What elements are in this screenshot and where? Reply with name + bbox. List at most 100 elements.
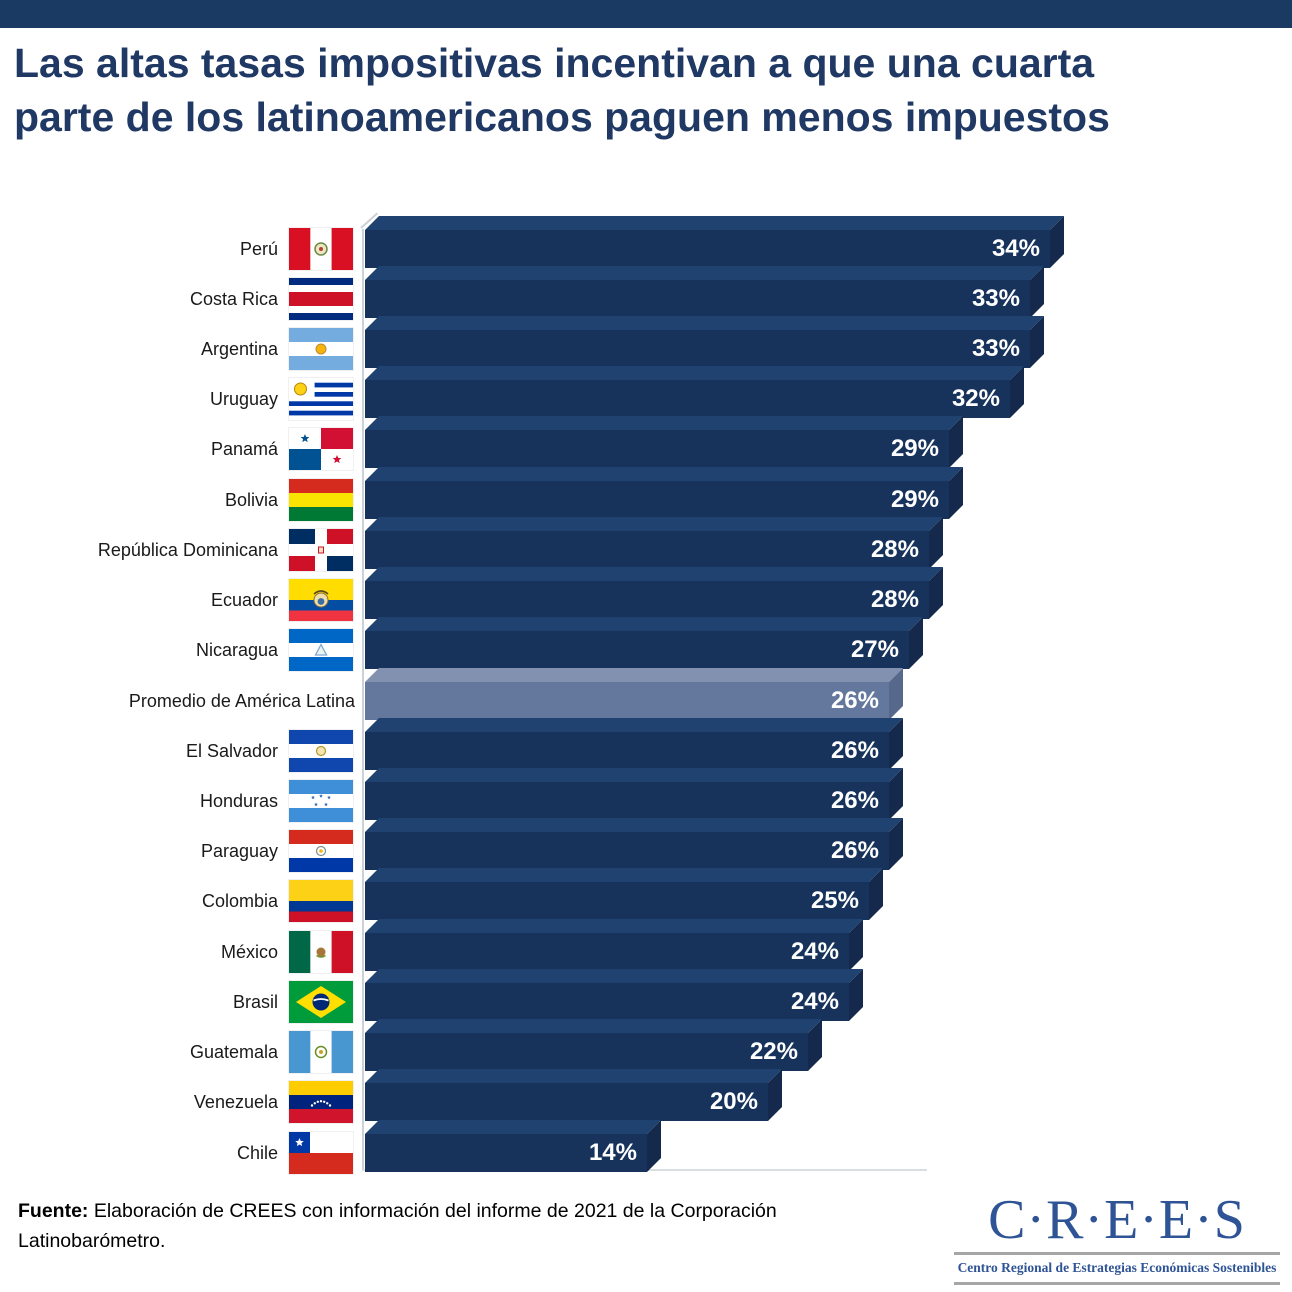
bar-value-label: 26% <box>830 736 879 764</box>
bar-value-label: 24% <box>790 987 839 1015</box>
country-label: Bolivia <box>224 489 278 510</box>
source-text: Elaboración de CREES con información del… <box>18 1200 777 1253</box>
source-note: Fuente: Elaboración de CREES con informa… <box>18 1196 828 1256</box>
page-title: Las altas tasas impositivas incentivan a… <box>14 40 1110 141</box>
flag-panama-graphic <box>289 428 353 471</box>
flag-colombia-graphic <box>289 880 353 923</box>
bar-value-label: 28% <box>870 535 919 563</box>
bar-shape <box>365 617 923 670</box>
country-label: Honduras <box>199 791 278 812</box>
bar-shape <box>365 1019 822 1072</box>
flag-guatemala-icon <box>289 1031 353 1074</box>
bar: 26% <box>365 667 903 721</box>
flag-el-salvador-icon <box>289 729 353 772</box>
bar: 25% <box>365 868 883 921</box>
country-label: Ecuador <box>210 590 278 611</box>
chart-row: Nicaragua 27% <box>0 617 1292 672</box>
bar: 20% <box>365 1069 782 1122</box>
bar-value-label: 22% <box>749 1038 798 1066</box>
flag-brasil-icon <box>289 980 353 1023</box>
flag-uruguay-graphic <box>289 378 353 421</box>
logo-divider-bottom <box>954 1282 1280 1286</box>
bar: 28% <box>365 567 943 620</box>
bar-value-label: 33% <box>971 284 1020 312</box>
country-label: Paraguay <box>200 841 278 862</box>
flag-uruguay-icon <box>289 378 353 421</box>
bar-shape <box>365 516 943 569</box>
flag-costa-rica-graphic <box>289 277 353 320</box>
country-label: Venezuela <box>193 1092 278 1113</box>
chart-row: Venezuela 20% <box>0 1069 1292 1124</box>
flag-ecuador-icon <box>289 579 353 622</box>
flag-paraguay-icon <box>289 830 353 873</box>
bar-value-label: 33% <box>971 335 1020 363</box>
bar: 29% <box>365 466 963 520</box>
axis-baseline <box>362 229 364 1170</box>
bar: 14% <box>365 1119 661 1173</box>
country-label: Nicaragua <box>195 640 278 661</box>
chart-row: Colombia 25% <box>0 868 1292 923</box>
flag-guatemala-graphic <box>289 1031 353 1074</box>
logo-divider <box>954 1252 1280 1256</box>
bar-shape <box>365 818 903 871</box>
crees-logo-tagline: Centro Regional de Estrategias Económica… <box>957 1260 1277 1276</box>
bar: 24% <box>365 968 863 1022</box>
bar-shape <box>365 717 903 770</box>
flag-venezuela-icon <box>289 1081 353 1124</box>
bar: 26% <box>365 717 903 771</box>
chart-row: Honduras 26% <box>0 768 1292 823</box>
bar-shape <box>365 215 1064 268</box>
bar-shape <box>365 466 963 519</box>
chart-row: Argentina 33% <box>0 316 1292 371</box>
crees-logo-acronym: C·R·E·E·S <box>988 1189 1246 1251</box>
flag-republica-dominicana-icon <box>289 528 353 571</box>
bar: 29% <box>365 416 963 469</box>
chart-row: Bolivia 29% <box>0 466 1292 521</box>
bar-value-label: 29% <box>890 435 939 463</box>
flag-republica-dominicana-graphic <box>289 528 353 571</box>
bar-shape <box>365 1119 661 1172</box>
country-label: Perú <box>239 238 278 259</box>
flag-nicaragua-icon <box>289 629 353 672</box>
country-label: República Dominicana <box>97 539 278 560</box>
chart-row: México 24% <box>0 918 1292 973</box>
flag-venezuela-graphic <box>289 1081 353 1124</box>
bar: 26% <box>365 768 903 821</box>
country-label: Promedio de América Latina <box>128 690 355 711</box>
bar-shape <box>365 968 863 1021</box>
flag-argentina-icon <box>289 328 353 371</box>
country-label: Colombia <box>201 891 278 912</box>
bar-shape <box>365 667 903 720</box>
flag-chile-graphic <box>289 1131 353 1174</box>
bar-shape <box>365 265 1044 318</box>
bar-value-label: 32% <box>951 385 1000 413</box>
flag-panama-icon <box>289 428 353 471</box>
flag-bolivia-icon <box>289 478 353 521</box>
bar-value-label: 24% <box>790 937 839 965</box>
country-label: Uruguay <box>209 389 278 410</box>
country-label: México <box>220 941 278 962</box>
bar-shape <box>365 366 1024 419</box>
flag-paraguay-graphic <box>289 830 353 873</box>
bar-value-label: 26% <box>830 837 879 865</box>
bar-shape <box>365 918 863 971</box>
flag-el-salvador-graphic <box>289 729 353 772</box>
chart-row: El Salvador 26% <box>0 717 1292 772</box>
bar-shape <box>365 316 1044 369</box>
country-label: Chile <box>236 1142 278 1163</box>
country-label: Brasil <box>232 991 278 1012</box>
flag-honduras-icon <box>289 780 353 823</box>
bar-shape <box>365 416 963 469</box>
flag-ecuador-graphic <box>289 579 353 622</box>
flag-honduras-graphic <box>289 780 353 823</box>
flag-nicaragua-graphic <box>289 629 353 672</box>
bar: 33% <box>365 265 1044 319</box>
chart-row: República Dominicana 28% <box>0 516 1292 571</box>
chart-row: Chile 14% <box>0 1119 1292 1174</box>
flag-argentina-graphic <box>289 328 353 371</box>
bar: 33% <box>365 316 1044 369</box>
bar: 28% <box>365 516 943 570</box>
bar-value-label: 34% <box>991 234 1040 262</box>
